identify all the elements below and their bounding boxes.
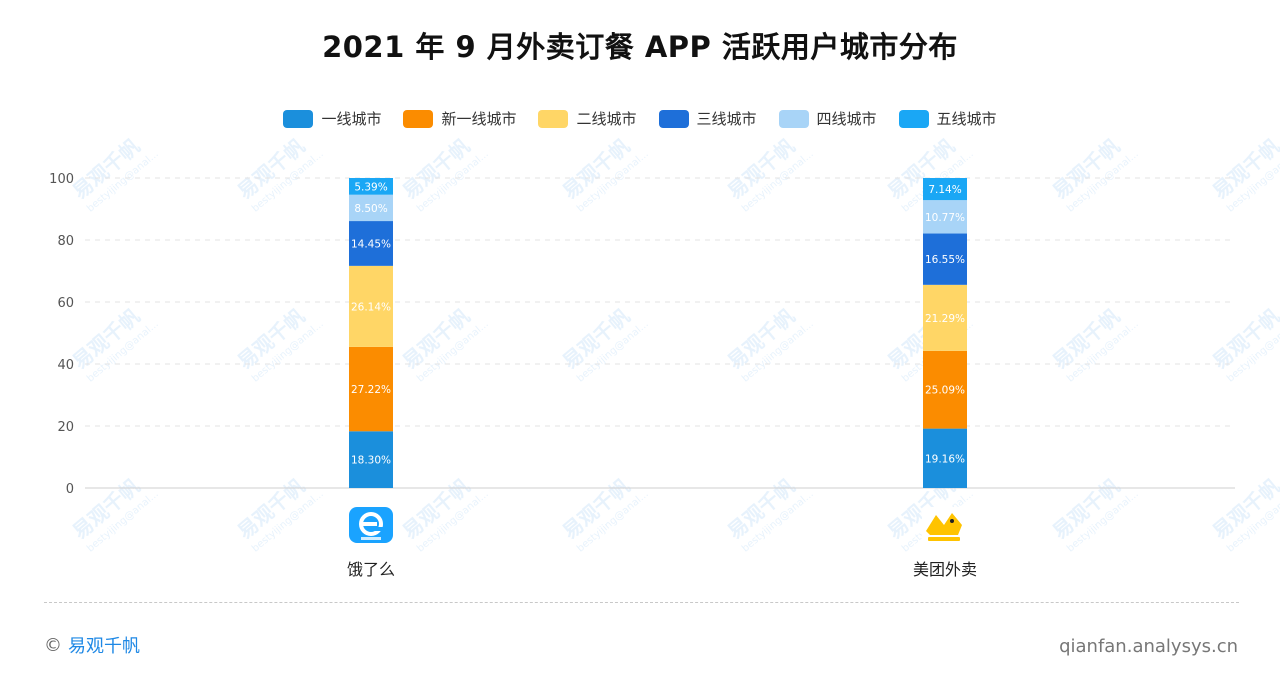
- bar-data-label: 19.16%: [925, 453, 965, 465]
- bar-data-label: 16.55%: [925, 254, 965, 266]
- bar-segment: [349, 194, 393, 222]
- watermark: 易观千帆bestyijing@anal...: [558, 134, 651, 215]
- bar-data-label: 18.30%: [351, 455, 391, 467]
- legend-item: 新一线城市: [403, 108, 516, 129]
- footer-brand: © 易观千帆: [44, 632, 140, 658]
- legend-label: 一线城市: [321, 110, 382, 128]
- bar-segment: [923, 428, 967, 488]
- watermark: 易观千帆bestyijing@anal...: [233, 474, 326, 555]
- chart-title: 2021 年 9 月外卖订餐 APP 活跃用户城市分布: [322, 30, 958, 64]
- copyright-symbol: ©: [44, 634, 62, 656]
- bar-segment: [349, 178, 393, 195]
- bar-data-label: 7.14%: [928, 184, 961, 196]
- bar-segment: [349, 431, 393, 488]
- watermark: 易观千帆bestyijing@anal...: [723, 134, 816, 215]
- bar-data-label: 5.39%: [354, 181, 387, 193]
- legend-item: 五线城市: [898, 108, 997, 129]
- bar-data-label: 26.14%: [351, 301, 391, 313]
- bar-segment: [349, 346, 393, 432]
- legend-swatch: [538, 109, 569, 128]
- bar-data-label: 27.22%: [351, 384, 391, 396]
- bar-segment: [349, 221, 393, 266]
- watermark: 易观千帆bestyijing@anal...: [1048, 304, 1141, 385]
- watermark: 易观千帆bestyijing@anal...: [68, 474, 161, 555]
- legend-item: 二线城市: [538, 108, 637, 129]
- y-tick-label: 60: [57, 296, 74, 311]
- watermark: 易观千帆bestyijing@anal...: [1208, 134, 1280, 215]
- legend-label: 二线城市: [576, 110, 637, 128]
- y-tick-label: 100: [49, 172, 74, 187]
- watermark: 易观千帆bestyijing@anal...: [1208, 304, 1280, 385]
- legend-label: 三线城市: [696, 110, 757, 128]
- legend-swatch: [898, 109, 929, 128]
- y-tick-label: 0: [66, 482, 74, 497]
- y-tick-label: 20: [57, 420, 74, 435]
- legend: 一线城市 新一线城市 二线城市 三线城市 四线城市 五线城市: [0, 108, 1280, 129]
- bar-data-label: 21.29%: [925, 313, 965, 325]
- footer-divider: [44, 602, 1239, 603]
- legend-swatch: [283, 109, 314, 128]
- watermark: 易观千帆bestyijing@anal...: [723, 304, 816, 385]
- watermark: 易观千帆bestyijing@anal...: [1048, 134, 1141, 215]
- bar-segment: [923, 350, 967, 429]
- legend-label: 新一线城市: [441, 110, 517, 128]
- bar-segment: [923, 200, 967, 234]
- brand-name: 易观千帆: [68, 636, 140, 657]
- bar-data-label: 8.50%: [354, 203, 387, 215]
- app-name-eleme: 饿了么: [346, 560, 395, 579]
- watermark: 易观千帆bestyijing@anal...: [233, 134, 326, 215]
- watermark: 易观千帆bestyijing@anal...: [398, 134, 491, 215]
- legend-item: 三线城市: [658, 108, 757, 129]
- app-name-meituan: 美团外卖: [912, 560, 977, 579]
- bar-data-label: 14.45%: [351, 238, 391, 250]
- y-tick-label: 40: [57, 358, 74, 373]
- watermark: 易观千帆bestyijing@anal...: [558, 304, 651, 385]
- watermark: 易观千帆bestyijing@anal...: [1208, 474, 1280, 555]
- watermark: 易观千帆bestyijing@anal...: [398, 474, 491, 555]
- bar-segment: [923, 178, 967, 201]
- bar-segment: [349, 265, 393, 347]
- watermark: 易观千帆bestyijing@anal...: [1048, 474, 1141, 555]
- y-tick-label: 80: [57, 234, 74, 249]
- watermark: 易观千帆bestyijing@anal...: [68, 304, 161, 385]
- legend-swatch: [658, 109, 689, 128]
- bar-data-label: 10.77%: [925, 212, 965, 224]
- eleme-logo-icon: [349, 507, 393, 543]
- legend-item: 四线城市: [778, 108, 877, 129]
- watermark: 易观千帆bestyijing@anal...: [723, 474, 816, 555]
- legend-item: 一线城市: [283, 108, 381, 129]
- bar-data-label: 25.09%: [925, 385, 965, 397]
- bar-segment: [923, 233, 967, 285]
- legend-label: 五线城市: [936, 110, 997, 128]
- meituan-logo-icon: [922, 507, 966, 543]
- watermark: 易观千帆bestyijing@anal...: [233, 304, 326, 385]
- source-url: qianfan.analysys.cn: [1059, 636, 1238, 657]
- bar-segment: [923, 284, 967, 351]
- legend-swatch: [403, 109, 434, 128]
- legend-label: 四线城市: [816, 110, 877, 128]
- watermark: 易观千帆bestyijing@anal...: [398, 304, 491, 385]
- watermark: 易观千帆bestyijing@anal...: [68, 134, 161, 215]
- legend-swatch: [778, 109, 809, 128]
- watermark: 易观千帆bestyijing@anal...: [558, 474, 651, 555]
